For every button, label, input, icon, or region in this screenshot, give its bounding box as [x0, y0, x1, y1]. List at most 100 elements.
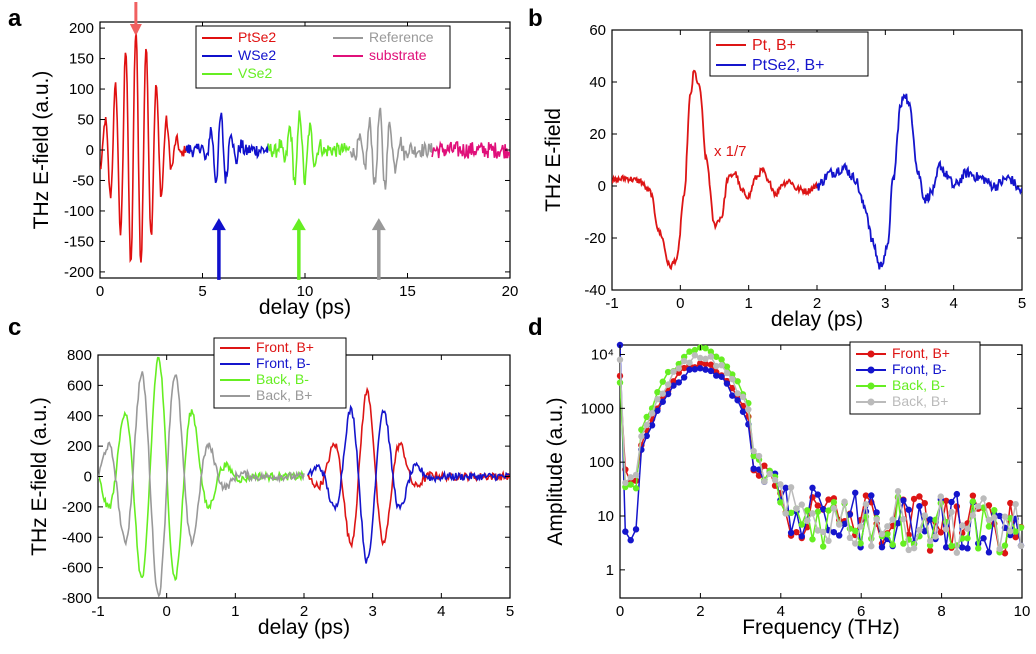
data-point [622, 479, 629, 487]
data-point [942, 544, 950, 551]
data-point [942, 497, 950, 504]
x-tick-label: 2 [813, 295, 821, 312]
y-tick-label: 100 [69, 81, 94, 98]
legend-marker [867, 398, 875, 406]
y-tick-label: 800 [67, 347, 92, 364]
x-tick-label: 8 [937, 603, 945, 620]
data-point [718, 373, 725, 380]
x-axis-label: delay (ps) [771, 308, 863, 331]
data-point [734, 390, 741, 397]
data-point [691, 346, 699, 354]
data-point [942, 526, 950, 533]
data-point [696, 360, 704, 367]
data-point [985, 502, 993, 509]
x-axis-label: delay (ps) [258, 616, 350, 639]
data-point [691, 352, 699, 359]
data-point [734, 378, 741, 385]
data-point [638, 433, 645, 440]
legend-label: Front, B- [892, 361, 947, 377]
plot-frame [619, 344, 1023, 599]
data-point [798, 521, 805, 528]
data-point [996, 512, 1003, 520]
data-point [985, 523, 993, 530]
data-point [670, 368, 677, 375]
data-point [659, 390, 666, 397]
y-axis-label: THz E-field (a.u.) [28, 397, 51, 556]
data-point [718, 361, 725, 369]
data-point [1007, 528, 1014, 535]
data-point [964, 545, 971, 552]
data-point [1012, 500, 1019, 508]
data-point [803, 507, 811, 514]
data-point [862, 500, 870, 508]
series-line-substrate [431, 140, 510, 160]
data-point [889, 541, 896, 548]
x-axis-label: delay (ps) [259, 296, 351, 319]
data-point [910, 544, 918, 552]
legend: Front, B+Front, B-Back, B-Back, B+ [213, 337, 347, 409]
data-point [964, 535, 971, 542]
data-point [958, 544, 966, 551]
data-point [948, 542, 955, 550]
data-point [873, 516, 880, 523]
data-point [921, 528, 928, 535]
data-point [782, 510, 789, 517]
panel-label: c [8, 314, 21, 341]
data-point [1012, 533, 1019, 541]
y-tick-label: 400 [67, 408, 92, 425]
data-point [798, 501, 805, 508]
data-point [953, 549, 961, 556]
data-point [654, 396, 661, 403]
data-point [787, 529, 795, 536]
series-line-front-b- [307, 404, 510, 564]
data-point [739, 393, 747, 401]
x-tick-label: -1 [91, 603, 104, 620]
data-point [825, 507, 832, 514]
data-point [926, 516, 934, 523]
y-axis-label: Amplitude (a.u.) [544, 397, 567, 545]
data-point [926, 537, 934, 545]
panel-d: 0 2 4 6 8 10 1 10 100 1000 10⁴ Frequency (THz) Ampli… [528, 314, 1030, 639]
y-tick-label: 100 [589, 454, 614, 471]
data-point [894, 488, 902, 495]
y-tick-label: -150 [64, 233, 94, 250]
x-tick-label: 2 [696, 603, 704, 620]
data-point [739, 408, 747, 415]
data-point [702, 355, 709, 363]
data-point [702, 345, 709, 352]
data-point [868, 542, 875, 550]
data-point [814, 527, 822, 534]
data-point [809, 536, 816, 543]
y-tick-label: -600 [62, 560, 92, 577]
legend-label: Back, B+ [256, 387, 312, 403]
data-point [819, 543, 827, 550]
data-point [836, 521, 843, 528]
data-point [916, 493, 923, 500]
data-point [1001, 550, 1009, 557]
data-point [627, 537, 634, 544]
legend-label: substrate [369, 47, 427, 63]
x-tick-label: 15 [399, 283, 416, 300]
x-tick-label: 0 [96, 283, 104, 300]
data-point [643, 432, 650, 440]
y-tick-label: -50 [72, 172, 94, 189]
data-point [878, 543, 886, 551]
legend-label: Pt, B+ [752, 37, 796, 54]
arrow-marker [129, 2, 142, 36]
y-axis-label: THz E-field (a.u.) [30, 71, 53, 230]
data-point [857, 540, 864, 547]
data-point [664, 390, 672, 398]
data-point [985, 516, 993, 524]
legend-label: Front, B- [256, 355, 311, 371]
data-point [686, 366, 693, 373]
data-point [664, 368, 672, 376]
series-line-front-b- [307, 386, 510, 549]
data-point [836, 532, 843, 539]
data-point [1007, 499, 1014, 507]
legend-label: VSe2 [238, 65, 272, 81]
data-point [980, 535, 987, 542]
y-tick-label: 10⁴ [591, 346, 614, 363]
data-point [932, 533, 939, 540]
legend-marker [867, 382, 875, 390]
x-tick-label: 4 [437, 603, 445, 620]
